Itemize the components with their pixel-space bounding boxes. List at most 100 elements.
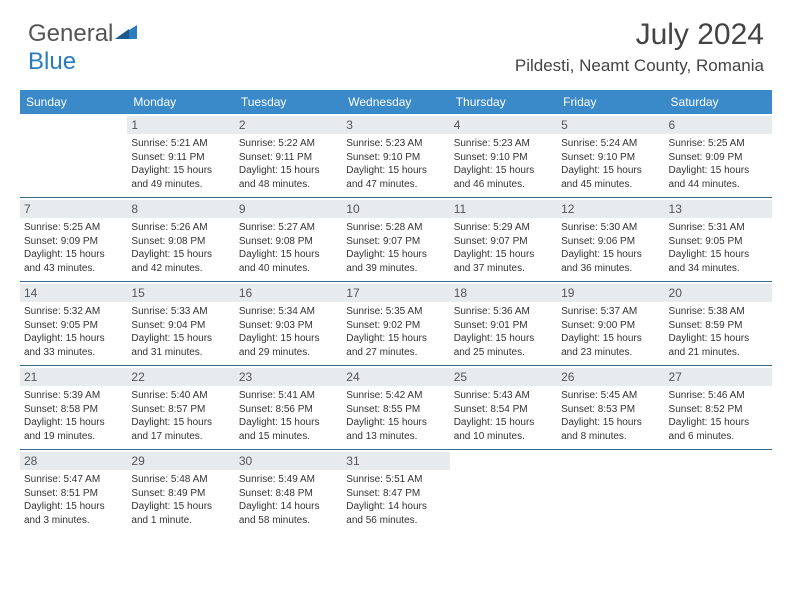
daylight-text: Daylight: 15 hours and 48 minutes.: [239, 164, 338, 191]
sunset-text: Sunset: 9:09 PM: [24, 235, 123, 249]
sunrise-text: Sunrise: 5:34 AM: [239, 305, 338, 319]
sunrise-text: Sunrise: 5:21 AM: [131, 137, 230, 151]
sunrise-text: Sunrise: 5:51 AM: [346, 473, 445, 487]
sunrise-text: Sunrise: 5:42 AM: [346, 389, 445, 403]
day-cell: 31Sunrise: 5:51 AMSunset: 8:47 PMDayligh…: [342, 450, 449, 533]
day-cell: 25Sunrise: 5:43 AMSunset: 8:54 PMDayligh…: [450, 366, 557, 449]
day-info: Sunrise: 5:23 AMSunset: 9:10 PMDaylight:…: [454, 137, 553, 191]
daylight-text: Daylight: 15 hours and 3 minutes.: [24, 500, 123, 527]
week-row: 1Sunrise: 5:21 AMSunset: 9:11 PMDaylight…: [20, 114, 772, 198]
daylight-text: Daylight: 15 hours and 23 minutes.: [561, 332, 660, 359]
day-cell: [20, 114, 127, 197]
sunrise-text: Sunrise: 5:43 AM: [454, 389, 553, 403]
day-header: Wednesday: [342, 90, 449, 114]
day-cell: 10Sunrise: 5:28 AMSunset: 9:07 PMDayligh…: [342, 198, 449, 281]
day-cell: 30 Sunrise: 5:49 AMSunset: 8:48 PMDayligh…: [235, 450, 342, 533]
day-info: Sunrise: 5:48 AMSunset: 8:49 PMDaylight:…: [131, 473, 230, 527]
day-header: Tuesday: [235, 90, 342, 114]
sunrise-text: Sunrise: 5:40 AM: [131, 389, 230, 403]
day-number: 10: [342, 200, 449, 218]
daylight-text: Daylight: 15 hours and 1 minute.: [131, 500, 230, 527]
daylight-text: Daylight: 15 hours and 6 minutes.: [669, 416, 768, 443]
day-cell: 27Sunrise: 5:46 AMSunset: 8:52 PMDayligh…: [665, 366, 772, 449]
sunrise-text: Sunrise: 5:22 AM: [239, 137, 338, 151]
day-info: Sunrise: 5:38 AMSunset: 8:59 PMDaylight:…: [669, 305, 768, 359]
daylight-text: Daylight: 15 hours and 39 minutes.: [346, 248, 445, 275]
day-cell: 23 Sunrise: 5:41 AMSunset: 8:56 PMDayligh…: [235, 366, 342, 449]
sunrise-text: Sunrise: 5:23 AM: [346, 137, 445, 151]
sunrise-text: Sunrise: 5:48 AM: [131, 473, 230, 487]
sunrise-text: Sunrise: 5:26 AM: [131, 221, 230, 235]
sunset-text: Sunset: 8:55 PM: [346, 403, 445, 417]
day-number: 3: [342, 116, 449, 134]
calendar: Sunday Monday Tuesday Wednesday Thursday…: [20, 90, 772, 533]
day-number: 28: [20, 452, 127, 470]
sunset-text: Sunset: 8:52 PM: [669, 403, 768, 417]
day-info: Sunrise: 5:29 AMSunset: 9:07 PMDaylight:…: [454, 221, 553, 275]
daylight-text: Daylight: 15 hours and 46 minutes.: [454, 164, 553, 191]
sunset-text: Sunset: 9:11 PM: [239, 151, 338, 165]
week-row: 21Sunrise: 5:39 AMSunset: 8:58 PMDayligh…: [20, 366, 772, 450]
day-cell: 17Sunrise: 5:35 AMSunset: 9:02 PMDayligh…: [342, 282, 449, 365]
day-number: 23: [235, 368, 342, 386]
sunset-text: Sunset: 9:01 PM: [454, 319, 553, 333]
day-number: 30: [235, 452, 342, 470]
sunrise-text: Sunrise: 5:33 AM: [131, 305, 230, 319]
day-info: Sunrise: 5:36 AMSunset: 9:01 PMDaylight:…: [454, 305, 553, 359]
logo: General: [28, 18, 137, 50]
sunrise-text: Sunrise: 5:32 AM: [24, 305, 123, 319]
week-row: 14Sunrise: 5:32 AMSunset: 9:05 PMDayligh…: [20, 282, 772, 366]
day-info: Sunrise: 5:30 AMSunset: 9:06 PMDaylight:…: [561, 221, 660, 275]
day-number: 29: [127, 452, 234, 470]
sunset-text: Sunset: 8:47 PM: [346, 487, 445, 501]
sunset-text: Sunset: 9:10 PM: [454, 151, 553, 165]
day-cell: 7 Sunrise: 5:25 AMSunset: 9:09 PMDaylight…: [20, 198, 127, 281]
sunset-text: Sunset: 8:56 PM: [239, 403, 338, 417]
day-info: Sunrise: 5:31 AMSunset: 9:05 PMDaylight:…: [669, 221, 768, 275]
day-header: Sunday: [20, 90, 127, 114]
daylight-text: Daylight: 15 hours and 47 minutes.: [346, 164, 445, 191]
sunrise-text: Sunrise: 5:49 AM: [239, 473, 338, 487]
sunset-text: Sunset: 9:07 PM: [346, 235, 445, 249]
day-cell: 9Sunrise: 5:27 AMSunset: 9:08 PMDaylight…: [235, 198, 342, 281]
day-number: 6: [665, 116, 772, 134]
day-number: 7: [20, 200, 127, 218]
sunset-text: Sunset: 9:10 PM: [346, 151, 445, 165]
sunrise-text: Sunrise: 5:39 AM: [24, 389, 123, 403]
day-cell: 24Sunrise: 5:42 AMSunset: 8:55 PMDayligh…: [342, 366, 449, 449]
day-header: Friday: [557, 90, 664, 114]
sunset-text: Sunset: 9:05 PM: [24, 319, 123, 333]
day-info: Sunrise: 5:21 AMSunset: 9:11 PMDaylight:…: [131, 137, 230, 191]
sunset-text: Sunset: 9:03 PM: [239, 319, 338, 333]
sunset-text: Sunset: 9:10 PM: [561, 151, 660, 165]
day-number: 13: [665, 200, 772, 218]
daylight-text: Daylight: 14 hours and 56 minutes.: [346, 500, 445, 527]
day-cell: 28Sunrise: 5:47 AMSunset: 8:51 PMDayligh…: [20, 450, 127, 533]
sunrise-text: Sunrise: 5:29 AM: [454, 221, 553, 235]
day-cell: [557, 450, 664, 533]
sunset-text: Sunset: 9:02 PM: [346, 319, 445, 333]
day-cell: 6Sunrise: 5:25 AMSunset: 9:09 PMDaylight…: [665, 114, 772, 197]
sunset-text: Sunset: 9:09 PM: [669, 151, 768, 165]
daylight-text: Daylight: 15 hours and 15 minutes.: [239, 416, 338, 443]
day-number: 26: [557, 368, 664, 386]
sunset-text: Sunset: 8:58 PM: [24, 403, 123, 417]
day-info: Sunrise: 5:32 AMSunset: 9:05 PMDaylight:…: [24, 305, 123, 359]
sunset-text: Sunset: 9:11 PM: [131, 151, 230, 165]
day-cell: 2Sunrise: 5:22 AMSunset: 9:11 PMDaylight…: [235, 114, 342, 197]
day-info: Sunrise: 5:34 AMSunset: 9:03 PMDaylight:…: [239, 305, 338, 359]
day-cell: 11Sunrise: 5:29 AMSunset: 9:07 PMDayligh…: [450, 198, 557, 281]
day-number: 12: [557, 200, 664, 218]
day-info: Sunrise: 5:49 AMSunset: 8:48 PMDaylight:…: [239, 473, 338, 527]
day-info: Sunrise: 5:23 AMSunset: 9:10 PMDaylight:…: [346, 137, 445, 191]
sunset-text: Sunset: 8:51 PM: [24, 487, 123, 501]
sunrise-text: Sunrise: 5:38 AM: [669, 305, 768, 319]
sunset-text: Sunset: 8:57 PM: [131, 403, 230, 417]
day-number: 16: [235, 284, 342, 302]
day-info: Sunrise: 5:40 AMSunset: 8:57 PMDaylight:…: [131, 389, 230, 443]
sunrise-text: Sunrise: 5:46 AM: [669, 389, 768, 403]
sunrise-text: Sunrise: 5:41 AM: [239, 389, 338, 403]
day-cell: 22Sunrise: 5:40 AMSunset: 8:57 PMDayligh…: [127, 366, 234, 449]
day-info: Sunrise: 5:25 AMSunset: 9:09 PMDaylight:…: [24, 221, 123, 275]
sunset-text: Sunset: 8:59 PM: [669, 319, 768, 333]
